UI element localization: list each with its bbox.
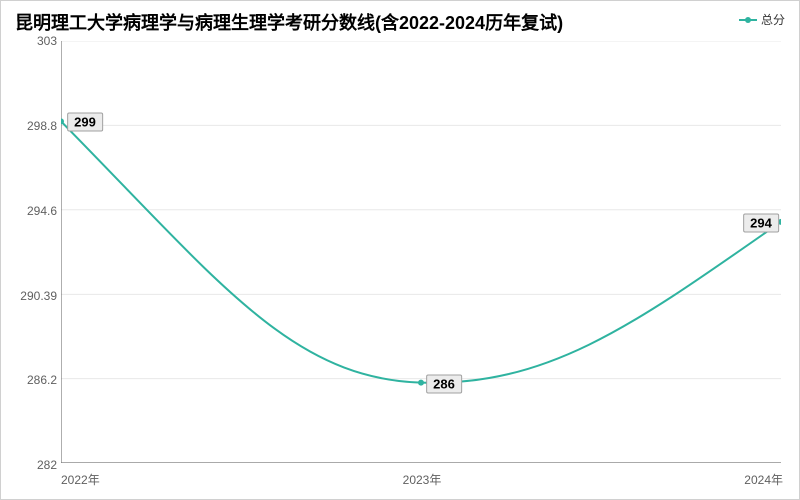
data-point xyxy=(418,380,424,386)
legend-dot xyxy=(745,17,751,23)
data-label: 286 xyxy=(426,375,462,394)
legend-label: 总分 xyxy=(761,11,785,28)
legend: 总分 xyxy=(739,11,785,28)
chart-title: 昆明理工大学病理学与病理生理学考研分数线(含2022-2024历年复试) xyxy=(15,9,563,35)
y-tick-label: 286.2 xyxy=(7,373,57,387)
y-tick-label: 303 xyxy=(7,34,57,48)
data-label: 299 xyxy=(67,112,103,131)
x-tick-label: 2024年 xyxy=(743,471,783,488)
legend-marker-icon xyxy=(739,15,757,25)
series-line xyxy=(61,121,781,382)
data-label: 294 xyxy=(743,213,779,232)
x-tick-label: 2022年 xyxy=(61,471,100,488)
x-tick-label: 2023年 xyxy=(402,471,442,488)
y-tick-label: 290.39 xyxy=(7,289,57,303)
y-tick-label: 282 xyxy=(7,458,57,472)
y-tick-label: 298.8 xyxy=(7,119,57,133)
chart-container: 昆明理工大学病理学与病理生理学考研分数线(含2022-2024历年复试) 总分 … xyxy=(0,0,800,500)
plot-area xyxy=(61,41,781,463)
plot-svg xyxy=(61,41,781,463)
y-tick-label: 294.6 xyxy=(7,204,57,218)
